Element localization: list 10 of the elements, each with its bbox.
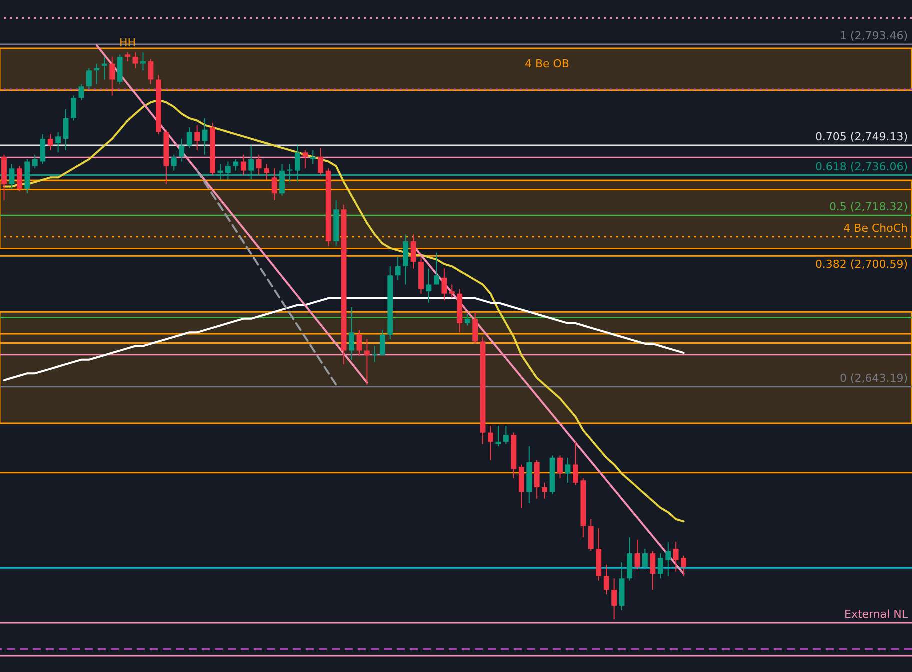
ref-line-label: 0.5 (2,718.32) (829, 200, 908, 214)
ref-line-label: 1 (2,793.46) (840, 30, 908, 43)
annotation: HH (120, 36, 136, 50)
ref-line-label: 4 Be ChoCh (844, 222, 908, 235)
ref-line-label: 0.705 (2,749.13) (815, 130, 908, 144)
ref-line-label: External NL (844, 608, 909, 622)
band-label: 4 Be OB (524, 58, 570, 71)
ref-line-label: 0.618 (2,736.06) (815, 160, 908, 174)
ref-line-label: 0 (2,643.19) (840, 372, 908, 385)
ref-line-label: 0.382 (2,700.59) (815, 258, 908, 272)
